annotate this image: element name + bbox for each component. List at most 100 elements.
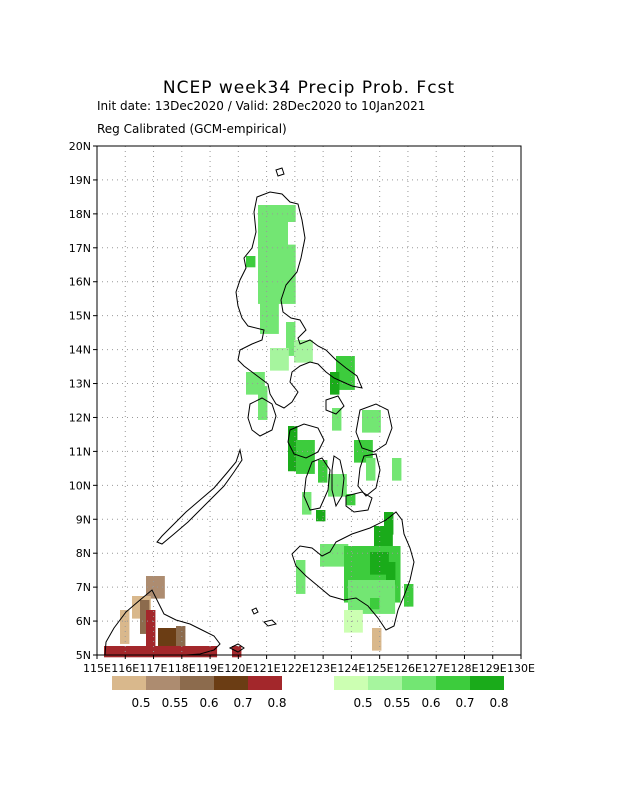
dry-legend-swatch [248,676,282,690]
dry-legend-label: 0.55 [162,696,189,710]
lat-label: 19N [69,174,91,187]
probability-cell [392,458,402,481]
lon-label: 120E [224,662,252,675]
dry-legend-swatch [146,676,180,690]
lon-label: 122E [281,662,309,675]
wet-legend-label: 0.5 [353,696,372,710]
dry-legend-swatch [180,676,214,690]
lat-lon-grid [97,146,521,655]
lat-label: 5N [76,649,91,662]
wet-legend-swatch [334,676,368,690]
lat-label: 6N [76,615,91,628]
lat-label: 12N [69,411,91,424]
lon-label: 128E [450,662,478,675]
coastline-bohol [345,491,373,513]
lon-label: 116E [111,662,139,675]
lat-label: 9N [76,513,91,526]
probability-cell [246,256,256,268]
probability-cell [288,426,298,472]
dry-legend-label: 0.5 [131,696,150,710]
lat-label: 14N [69,344,91,357]
lon-label: 123E [309,662,337,675]
coastline-masbate [325,395,345,415]
probability-cell [286,322,296,356]
probability-cell [366,458,376,481]
probability-cell [120,610,130,644]
lon-label: 130E [507,662,535,675]
lon-label: 129E [479,662,507,675]
lat-label: 16N [69,276,91,289]
probability-cell [158,628,177,651]
probability-cell [146,576,165,599]
probability-cells [104,205,414,658]
map-subtitle-dates: Init date: 13Dec2020 / Valid: 28Dec2020 … [97,99,426,113]
wet-legend-label: 0.8 [489,696,508,710]
lon-label: 119E [196,662,224,675]
lon-label: 126E [394,662,422,675]
probability-cell [384,512,394,535]
coastline-cebu [331,455,345,508]
lat-label: 20N [69,140,91,153]
probability-cell [372,628,382,651]
probability-cell [362,410,381,433]
map-title: NCEP week34 Precip Prob. Fcst [162,78,456,98]
probability-cell [288,222,298,245]
probability-cell [404,584,414,607]
probability-cell [296,440,315,474]
wet-legend-label: 0.6 [421,696,440,710]
lat-label: 17N [69,242,91,255]
coastline [104,167,415,656]
dry-legend-label: 0.6 [199,696,218,710]
probability-cell [370,552,389,575]
dry-legend-label: 0.7 [233,696,252,710]
coastline-sulu [228,167,285,653]
lat-label: 15N [69,310,91,323]
coastline-luzon [235,191,363,409]
lon-label: 115E [83,662,111,675]
lat-label: 10N [69,479,91,492]
probability-cell [374,526,393,549]
lon-label: 118E [168,662,196,675]
coastline-borneo [104,589,221,656]
dry-legend-swatch [214,676,248,690]
wet-legend-label: 0.7 [455,696,474,710]
lon-label: 127E [422,662,450,675]
latitude-labels: 20N 19N 18N 17N 16N 15N 14N 13N 12N 11N 10N 9N 8N 7N 6… [69,140,97,662]
coastline-panay [287,423,325,459]
wet-legend-label: 0.55 [384,696,411,710]
probability-cell [270,348,289,371]
probability-cell [386,562,396,585]
dry-legend: 0.5 0.55 0.6 0.7 0.8 [112,676,287,710]
wet-legend-swatch [470,676,504,690]
wet-legend-swatch [436,676,470,690]
probability-cell [104,646,218,658]
lon-label: 124E [337,662,365,675]
probability-cell [296,560,306,594]
lat-label: 11N [69,445,91,458]
probability-cell [258,270,296,304]
probability-cell [258,386,268,420]
probability-cell [294,340,313,363]
coastline-negros [303,457,331,511]
map-subtitle-method: Reg Calibrated (GCM-empirical) [97,122,287,136]
wet-legend: 0.5 0.55 0.6 0.7 0.8 [334,676,509,710]
coastline-leyte [357,453,381,497]
probability-cell [316,510,326,522]
lat-label: 18N [69,208,91,221]
coastline-mindanao [291,511,415,631]
lon-label: 117E [140,662,168,675]
lat-label: 7N [76,581,91,594]
probability-cell [146,610,156,656]
coastline-mindoro [247,397,277,437]
coastline-samar [355,403,393,453]
probability-cell [140,600,150,634]
probability-cell [176,626,186,649]
probability-cell [370,598,380,610]
map-frame [96,145,522,656]
lat-label: 8N [76,547,91,560]
probability-cell [344,610,363,633]
wet-legend-swatch [368,676,402,690]
coastline-palawan [156,448,243,545]
lon-label: 121E [253,662,281,675]
